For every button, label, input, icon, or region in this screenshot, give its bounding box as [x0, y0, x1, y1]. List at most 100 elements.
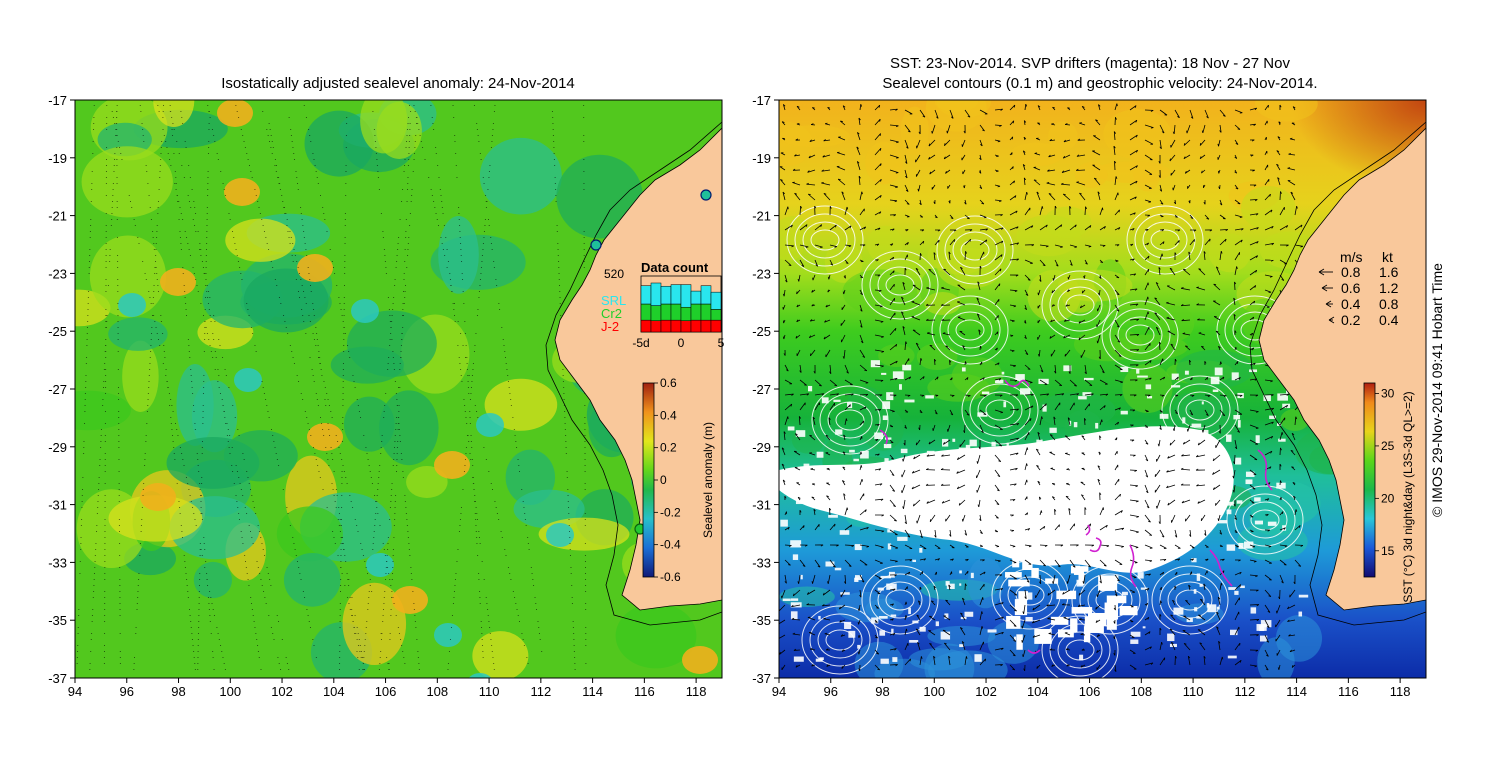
y-tick-label: -23	[48, 266, 67, 281]
x-tick-label: 106	[375, 684, 397, 699]
x-tick-label: 108	[1130, 684, 1152, 699]
y-tick-label: -25	[752, 324, 771, 339]
svp-drifter-track	[1257, 449, 1273, 491]
y-tick-label: -27	[752, 382, 771, 397]
right-map-panel: SST: 23-Nov-2014. SVP drifters (magenta)…	[752, 55, 1445, 699]
sst-field	[779, 100, 1426, 678]
x-tick-label: 102	[975, 684, 997, 699]
data-count-legend-cr2: Cr2	[601, 306, 622, 321]
imos-credit: © IMOS 29-Nov-2014 09:41 Hobart Time	[1429, 263, 1445, 517]
x-tick-label: 118	[686, 684, 707, 699]
data-count-x-tick: -5d	[632, 336, 649, 350]
svp-drifter-track	[1209, 549, 1233, 587]
y-tick-label: -25	[48, 324, 67, 339]
right-map-title-line1: SST: 23-Nov-2014. SVP drifters (magenta)…	[890, 55, 1290, 72]
x-tick-label: 106	[1079, 684, 1101, 699]
data-count-bar-srl	[690, 290, 702, 305]
data-count-x-tick: 0	[678, 336, 685, 350]
velocity-scale-arrowhead	[1321, 284, 1328, 292]
velocity-legend-header-kt: kt	[1382, 249, 1393, 265]
right-y-axis: -17 -19 -21 -23 -25 -27 -29 -31 -33 -35 -37	[752, 93, 779, 686]
velocity-legend-kt: 0.4	[1379, 312, 1399, 328]
y-tick-label: -21	[752, 209, 771, 224]
velocity-legend-kt: 1.2	[1379, 280, 1399, 296]
y-tick-label: -21	[48, 209, 67, 224]
x-tick-label: 98	[875, 684, 889, 699]
data-count-bar-srl	[650, 282, 662, 306]
sla-colorbar-tick-label: 0	[660, 473, 667, 487]
cloud-mask	[779, 426, 1234, 573]
velocity-legend-ms: 0.2	[1341, 312, 1361, 328]
data-count-bar-j2	[670, 319, 682, 333]
y-tick-label: -19	[48, 151, 67, 166]
x-tick-label: 112	[530, 684, 551, 699]
svp-drifter-track	[1129, 544, 1137, 588]
sst-colorbar: 30 25 20 15 SST (°C) 3d night&day (L3S-3d Q…	[1363, 382, 1415, 603]
svp-drifter-track	[1085, 524, 1091, 536]
y-tick-label: -19	[752, 151, 771, 166]
y-tick-label: -37	[752, 671, 771, 686]
right-x-axis: 94 96 98 100 102 104 106 108 110 112 114 116 118	[772, 678, 1411, 699]
x-tick-label: 102	[271, 684, 293, 699]
sst-colorbar-tick-label: 15	[1381, 544, 1395, 558]
y-tick-label: -31	[752, 498, 771, 513]
velocity-legend-kt: 0.8	[1379, 296, 1399, 312]
left-y-axis: -17 -19 -21 -23 -25 -27 -29 -31 -33 -35 -37	[48, 93, 75, 686]
y-tick-label: -17	[48, 93, 67, 108]
data-count-bar-srl	[710, 291, 722, 310]
x-tick-label: 114	[582, 684, 603, 699]
data-count-legend-j-2: J-2	[601, 319, 619, 334]
sla-colorbar-gradient	[642, 382, 655, 578]
data-count-bar-cr2	[700, 303, 712, 321]
sst-colorbar-tick-label: 25	[1381, 439, 1395, 453]
left-map-panel: Isostatically adjusted sealevel anomaly:…	[48, 75, 725, 699]
data-count-title: Data count	[641, 260, 709, 275]
velocity-scale-arrowhead	[1318, 268, 1325, 276]
data-count-bar-cr2	[650, 305, 662, 321]
data-count-bar-cr2	[640, 303, 652, 321]
x-tick-label: 104	[1027, 684, 1049, 699]
sst-colorbar-gradient	[1363, 382, 1376, 578]
right-land-mass	[1258, 127, 1426, 611]
x-tick-label: 100	[219, 684, 241, 699]
velocity-legend-ms: 0.6	[1341, 280, 1361, 296]
data-count-bar-cr2	[660, 303, 672, 321]
sla-colorbar-label: Sealevel anomaly (m)	[701, 422, 715, 538]
sla-colorbar-tick-label: -0.4	[660, 538, 681, 552]
svp-drifter-track	[1027, 649, 1041, 654]
y-tick-label: -31	[48, 498, 67, 513]
data-count-bar-j2	[700, 319, 712, 333]
x-tick-label: 110	[479, 684, 500, 699]
data-count-bar-srl	[680, 284, 692, 308]
velocity-legend-kt: 1.6	[1379, 264, 1399, 280]
sla-colorbar: 0.6 0.4 0.2 0 -0.2 -0.4 -0.6 Sealevel anomaly …	[642, 376, 715, 584]
x-tick-label: 118	[1390, 684, 1411, 699]
x-tick-label: 112	[1234, 684, 1255, 699]
data-count-bar-srl	[700, 285, 712, 305]
y-tick-label: -35	[752, 613, 771, 628]
sst-colorbar-tick-label: 30	[1381, 386, 1395, 400]
data-count-bar-j2	[640, 319, 652, 333]
velocity-legend-header-ms: m/s	[1340, 249, 1363, 265]
sla-colorbar-tick-label: -0.2	[660, 505, 681, 519]
data-count-bar-j2	[650, 320, 662, 333]
data-count-bar-j2	[710, 319, 722, 333]
velocity-legend: m/s kt 0.8 1.60.6 1.20.4 0.80.2 0.4	[1318, 249, 1399, 328]
sla-colorbar-tick-label: 0.2	[660, 441, 677, 455]
left-shelf-contour	[545, 121, 722, 626]
svp-drifter-track	[879, 429, 888, 445]
data-count-legend-srl: SRL	[601, 293, 626, 308]
y-tick-label: -33	[752, 555, 771, 570]
left-land-mass	[554, 127, 722, 611]
y-tick-label: -35	[48, 613, 67, 628]
x-tick-label: 104	[323, 684, 345, 699]
x-tick-label: 116	[634, 684, 655, 699]
x-tick-label: 110	[1183, 684, 1204, 699]
sla-colorbar-tick-label: 0.4	[660, 408, 677, 422]
data-count-bar-srl	[660, 285, 672, 305]
sst-colorbar-label: SST (°C) 3d night&day (L3S-3d QL>=2)	[1401, 391, 1415, 602]
left-map-title: Isostatically adjusted sealevel anomaly:…	[221, 75, 575, 92]
data-count-bar-cr2	[710, 309, 722, 321]
